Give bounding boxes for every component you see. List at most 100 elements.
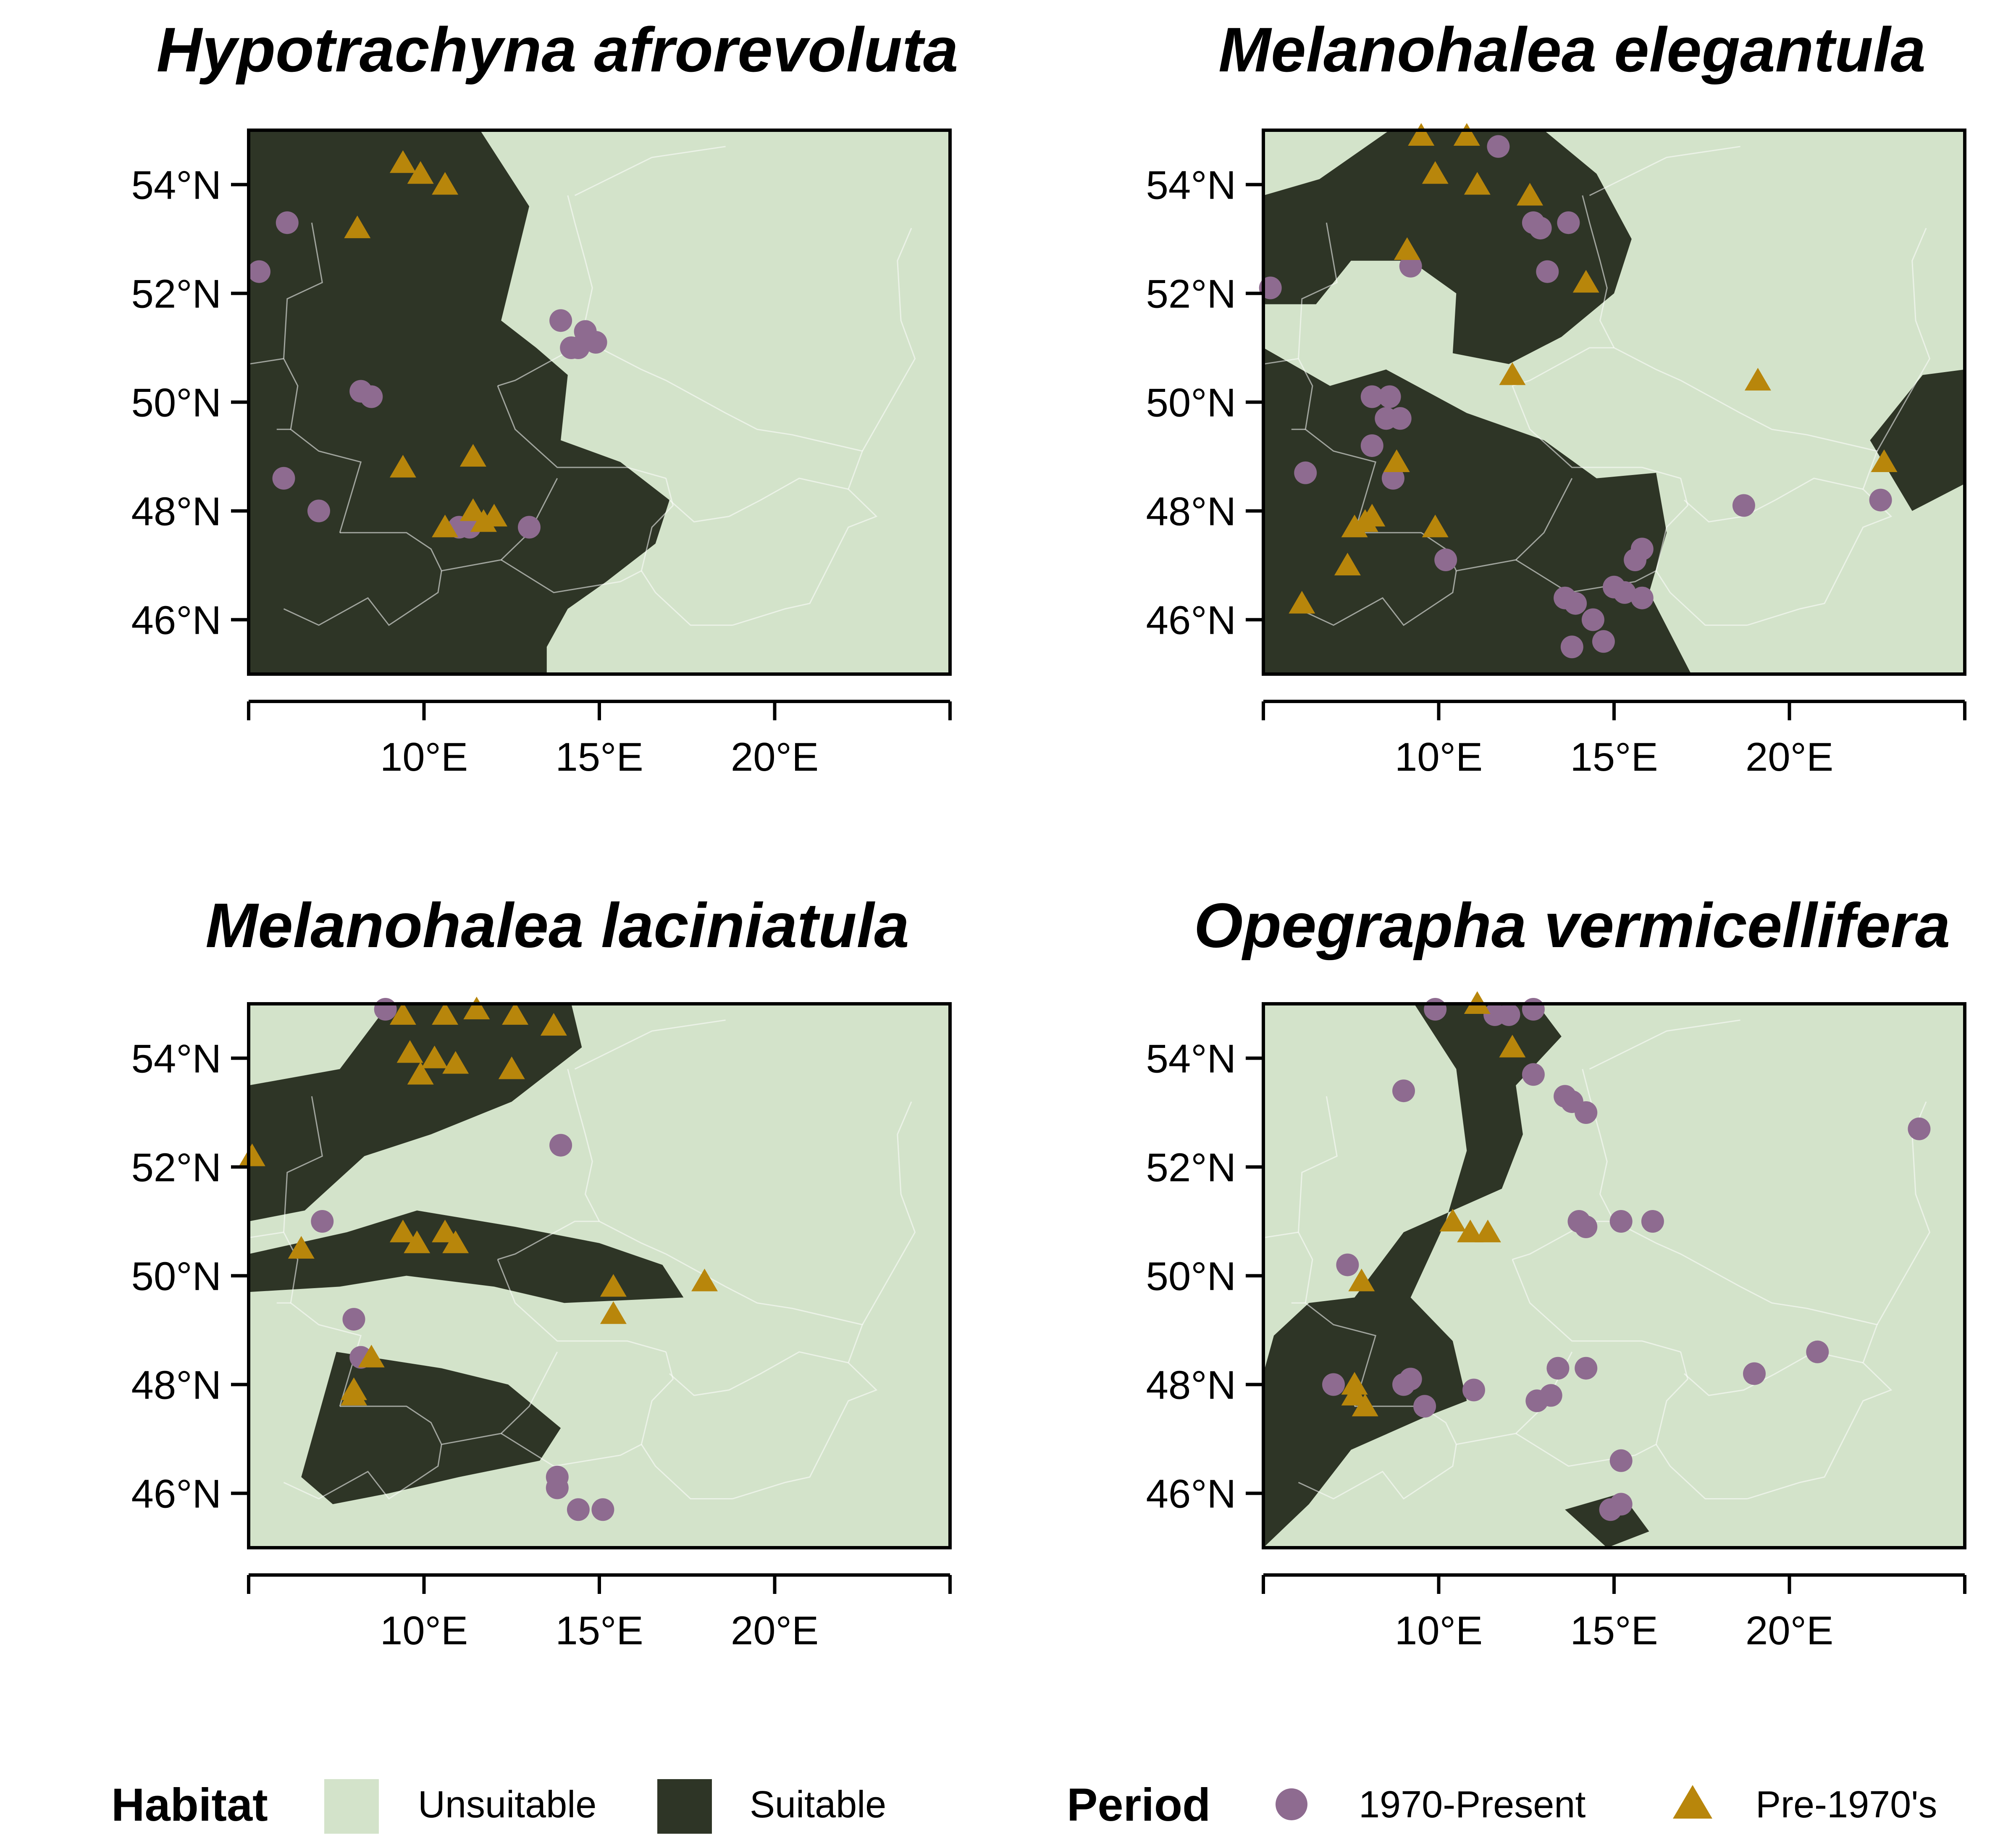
country-border [1512, 1259, 1681, 1353]
point-1970-present [307, 499, 330, 522]
country-border [283, 1096, 362, 1407]
y-tick-label: 52°N [1146, 272, 1236, 317]
x-tick-label: 20°E [731, 1608, 819, 1653]
point-pre-1970 [407, 1062, 434, 1085]
point-pre-1970 [432, 1219, 459, 1242]
point-1970-present [311, 1210, 334, 1233]
point-pre-1970 [421, 1045, 448, 1068]
country-border [1297, 222, 1377, 533]
point-1970-present [374, 998, 397, 1021]
country-border [1512, 386, 1681, 479]
country-border [1263, 1231, 1299, 1239]
point-pre-1970 [389, 150, 416, 173]
point-1970-present [1399, 1368, 1422, 1391]
legend-habitat-title: Habitat [111, 1779, 268, 1831]
point-1970-present [1806, 1340, 1829, 1363]
point-pre-1970 [396, 1040, 423, 1063]
country-border [861, 228, 916, 452]
country-border [283, 570, 442, 626]
map-axes: 10°E 15°E 20°E 46°N 48°N 50°N 52°N 54°N [131, 163, 952, 780]
point-1970-present [1322, 1373, 1345, 1396]
map-axes: 10°E 15°E 20°E 46°N 48°N 50°N 52°N 54°N [131, 1037, 952, 1653]
x-tick-label: 10°E [1395, 1608, 1483, 1653]
country-border [1589, 1019, 1740, 1070]
country-borders [248, 1019, 916, 1500]
point-1970-present [272, 467, 295, 490]
point-pre-1970 [1871, 449, 1898, 472]
point-1970-present [1732, 494, 1755, 517]
point-pre-1970 [1348, 1268, 1375, 1292]
suitable-region [249, 130, 669, 674]
point-pre-1970 [432, 172, 459, 195]
point-pre-1970 [1744, 368, 1771, 391]
country-border [1297, 1096, 1377, 1407]
y-tick-label: 46°N [131, 598, 222, 643]
country-border [574, 146, 726, 196]
map-panel-opegrapha: Opegrapha vermicellifera 10°E 15°E 20°E 46°… [1146, 890, 1966, 1653]
point-pre-1970 [459, 498, 486, 521]
point-1970-present [1609, 1210, 1633, 1233]
point-1970-present [1609, 1493, 1633, 1516]
point-1970-present [1378, 385, 1401, 408]
point-pre-1970 [1289, 591, 1315, 614]
point-1970-present [1389, 407, 1412, 430]
point-1970-present [1581, 608, 1604, 631]
y-tick-label: 54°N [131, 163, 222, 208]
country-border [861, 1101, 916, 1325]
point-pre-1970 [288, 1236, 315, 1259]
country-border [567, 1069, 600, 1222]
country-border [497, 386, 667, 479]
point-pre-1970 [1341, 514, 1368, 538]
point-pre-1970 [1517, 183, 1544, 206]
y-tick-label: 46°N [1146, 1472, 1236, 1517]
y-tick-label: 54°N [131, 1037, 222, 1082]
point-1970-present [1462, 1378, 1485, 1402]
point-1970-present [1360, 385, 1383, 408]
y-tick-label: 46°N [131, 1472, 222, 1517]
panel-title: Opegrapha vermicellifera [1194, 890, 1950, 961]
y-tick-label: 46°N [1146, 598, 1236, 643]
y-tick-label: 52°N [131, 272, 222, 317]
point-1970-present [1575, 1357, 1598, 1380]
legend-unsuitable-label: Unsuitable [418, 1784, 596, 1826]
point-pre-1970 [498, 1056, 525, 1079]
country-borders [1263, 146, 1931, 626]
point-pre-1970 [1464, 172, 1491, 195]
suitable-region [301, 1352, 561, 1504]
point-pre-1970 [1499, 1034, 1526, 1058]
point-1970-present [248, 260, 270, 283]
point-pre-1970 [407, 161, 434, 184]
point-1970-present [458, 516, 481, 539]
point-pre-1970 [1383, 449, 1410, 472]
country-border [1589, 146, 1740, 196]
legend-period-title: Period [1067, 1779, 1210, 1831]
country-border [501, 1352, 674, 1467]
point-1970-present [1743, 1362, 1766, 1385]
suitable-habitat-regions [1263, 130, 1965, 674]
occurrence-points [1259, 123, 1898, 659]
suitable-region [249, 1004, 582, 1221]
point-1970-present [1557, 211, 1580, 234]
country-border [283, 222, 362, 533]
country-border [1515, 1352, 1689, 1467]
country-border [1354, 478, 1573, 572]
point-pre-1970 [389, 1219, 416, 1242]
point-1970-present [549, 309, 572, 332]
point-pre-1970 [540, 1013, 567, 1036]
point-pre-1970 [1422, 161, 1449, 184]
point-1970-present [1641, 1210, 1664, 1233]
point-pre-1970 [600, 1301, 627, 1324]
panel-title: Hypotrachyna afrorevoluta [157, 14, 958, 85]
point-1970-present [1294, 461, 1317, 484]
country-border [501, 478, 674, 593]
y-tick-label: 54°N [1146, 1037, 1236, 1082]
point-1970-present [1434, 549, 1457, 571]
point-pre-1970 [1352, 1394, 1378, 1417]
x-tick-label: 10°E [380, 735, 468, 780]
country-border [1655, 1444, 1748, 1499]
point-pre-1970 [600, 1274, 627, 1297]
point-1970-present [1575, 1101, 1598, 1124]
point-pre-1970 [481, 504, 507, 527]
legend-pre1970-marker [1673, 1785, 1712, 1819]
point-pre-1970 [432, 514, 459, 538]
